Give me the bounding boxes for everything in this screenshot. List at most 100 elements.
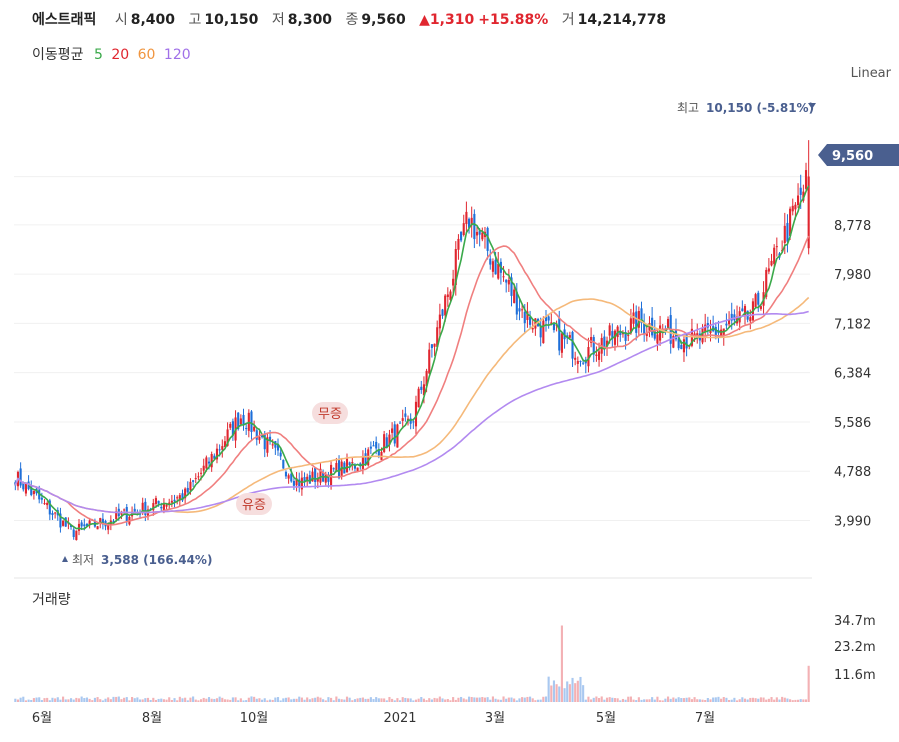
volume-bar	[600, 696, 603, 702]
candle-body	[359, 463, 362, 466]
candle-body	[783, 225, 786, 244]
volume-bar	[59, 699, 62, 702]
volume-bar	[608, 697, 611, 702]
candle-body	[377, 449, 380, 456]
ma-5-label[interactable]: 5	[93, 47, 103, 63]
volume-bar	[343, 699, 346, 702]
volume-bar	[786, 698, 789, 702]
annotation-bonus-issue: 무증	[318, 407, 342, 422]
scale-toggle[interactable]: Linear	[850, 66, 891, 81]
candle-body	[300, 477, 303, 490]
volume-bar	[170, 699, 173, 702]
volume-bar	[513, 698, 516, 702]
candle-body	[608, 325, 611, 336]
volume-bar	[38, 697, 41, 702]
candle-body	[253, 426, 256, 431]
candle-body	[672, 335, 675, 348]
volume-bar	[741, 697, 744, 702]
candle-body	[775, 246, 778, 248]
volume-bar	[372, 699, 375, 702]
candle-body	[178, 495, 181, 501]
annotation-badge-bonus[interactable]	[312, 402, 348, 424]
volume-bar	[730, 699, 733, 702]
candle-body	[704, 324, 707, 332]
volume-bar	[298, 696, 301, 702]
volume-bar	[746, 699, 749, 702]
candle-body	[154, 498, 158, 504]
volume-bar	[391, 698, 394, 702]
volume-bar	[388, 696, 391, 702]
candle-body	[72, 529, 75, 537]
candle-body	[213, 455, 216, 459]
candle-body	[587, 347, 590, 367]
candle-body	[157, 500, 160, 504]
volume-bar	[507, 697, 510, 702]
volume-bar	[529, 696, 532, 702]
volume-bar	[664, 698, 667, 702]
volume-bar	[157, 698, 160, 702]
volume-bar	[250, 696, 253, 702]
candle-body	[659, 325, 662, 341]
ma-60-label[interactable]: 60	[137, 47, 156, 63]
volume-bar	[587, 696, 590, 702]
ma-20-label[interactable]: 20	[111, 47, 130, 63]
candle-body	[666, 318, 670, 329]
candle-body	[327, 475, 330, 482]
candle-body	[64, 517, 67, 527]
volume-bar	[319, 697, 322, 702]
volume-bar	[773, 699, 776, 702]
volume-bar	[643, 699, 646, 702]
annotation-badge-rights[interactable]	[236, 493, 272, 515]
volume-bar	[271, 699, 274, 702]
volume-bar	[380, 698, 383, 702]
candle-body	[515, 291, 518, 315]
candle-body	[611, 331, 614, 339]
volume-bar	[672, 697, 675, 702]
candle-body	[383, 434, 386, 452]
volume-bar	[576, 680, 579, 702]
volume-bar	[282, 698, 285, 702]
volume-bar	[566, 681, 569, 702]
volume-bar	[324, 700, 327, 702]
volume-bar	[24, 700, 28, 702]
volume-bar	[738, 699, 741, 702]
volume-bar	[398, 700, 402, 702]
candle-body	[770, 260, 773, 266]
ma-120-label[interactable]: 120	[163, 47, 191, 63]
max-arrow-icon	[808, 103, 816, 109]
y-tick-label: 3,990	[834, 514, 871, 529]
candle-body	[221, 446, 224, 450]
volume-bar	[796, 699, 800, 702]
volume-bar	[669, 698, 672, 702]
volume-bar	[550, 685, 553, 702]
volume-bar	[420, 697, 423, 702]
volume-bar	[186, 700, 189, 702]
candle-body	[173, 499, 176, 502]
candle-body	[799, 187, 802, 195]
candle-body	[287, 475, 290, 479]
candle-body	[99, 518, 102, 524]
volume-bar	[637, 697, 640, 702]
volume-bar	[770, 697, 773, 702]
candle-body	[510, 277, 513, 296]
candle-body	[497, 264, 500, 279]
volume-bar	[104, 698, 107, 702]
volume-bar	[96, 697, 99, 702]
candle-body	[767, 268, 770, 272]
volume-bar	[743, 698, 747, 702]
candle-body	[237, 412, 240, 430]
volume-bar	[364, 698, 367, 702]
volume-bar	[619, 700, 622, 702]
volume-bar	[202, 697, 205, 702]
volume-value: 14,214,778	[577, 12, 667, 28]
volume-bar	[40, 700, 43, 702]
volume-bar	[690, 699, 693, 702]
volume-bar	[401, 697, 404, 702]
candle-body	[475, 231, 479, 236]
volume-bar	[348, 697, 351, 702]
ma-legend[interactable]: 이동평균 5 20 60 120	[32, 44, 195, 64]
candle-body	[276, 443, 280, 451]
candle-body	[433, 343, 436, 347]
candle-body	[422, 384, 426, 396]
